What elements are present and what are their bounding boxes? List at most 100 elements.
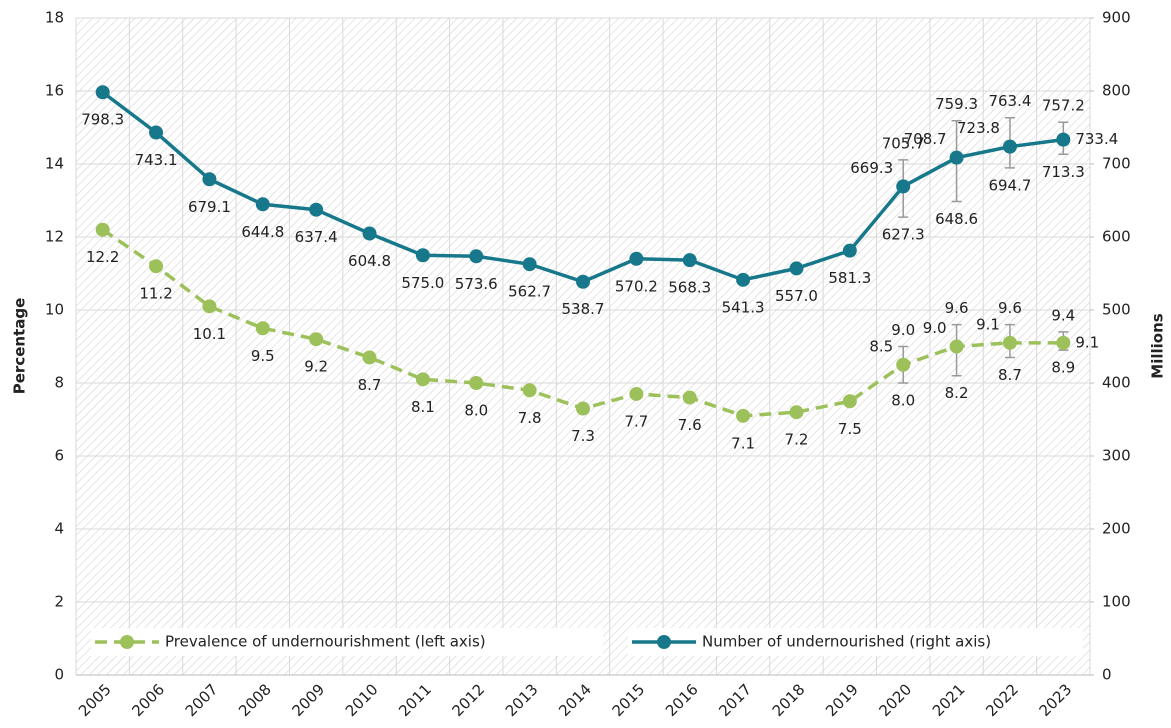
point bbox=[95, 222, 110, 237]
data-label: 9.1 bbox=[1075, 333, 1099, 351]
x-tick-label: 2017 bbox=[715, 680, 755, 720]
y-tick-label: 2 bbox=[54, 593, 64, 611]
data-label: 7.2 bbox=[785, 431, 809, 449]
point bbox=[576, 401, 590, 416]
data-label: 541.3 bbox=[722, 298, 765, 316]
x-tick-label: 2016 bbox=[662, 680, 702, 720]
data-label: 575.0 bbox=[401, 274, 444, 292]
y-tick-label: 0 bbox=[54, 666, 64, 684]
point bbox=[736, 272, 751, 287]
point bbox=[736, 408, 751, 423]
y2-tick-label: 800 bbox=[1102, 82, 1131, 100]
y-tick-label: 12 bbox=[45, 228, 64, 246]
data-label: 798.3 bbox=[81, 111, 124, 129]
data-label: 568.3 bbox=[668, 279, 711, 297]
x-tick-label: 2007 bbox=[182, 680, 222, 720]
x-tick-label: 2020 bbox=[875, 680, 915, 720]
point bbox=[1056, 335, 1071, 350]
upper-label: 763.4 bbox=[988, 92, 1031, 110]
y2-tick-label: 200 bbox=[1102, 520, 1131, 538]
y2-axis-label: Millions bbox=[1149, 313, 1167, 378]
point bbox=[896, 357, 911, 372]
x-tick-label: 2021 bbox=[929, 680, 969, 720]
y2-tick-label: 600 bbox=[1102, 228, 1131, 246]
y-tick-label: 6 bbox=[54, 447, 64, 465]
y-tick-label: 16 bbox=[45, 82, 64, 100]
point bbox=[522, 383, 537, 398]
point bbox=[255, 321, 270, 336]
upper-label: 9.4 bbox=[1051, 306, 1075, 324]
x-tick-label: 2009 bbox=[288, 680, 328, 720]
data-label: 743.1 bbox=[135, 151, 178, 169]
point bbox=[629, 386, 644, 401]
lower-label: 8.9 bbox=[1051, 359, 1075, 377]
point bbox=[842, 243, 857, 258]
point bbox=[789, 405, 804, 420]
point bbox=[469, 376, 484, 390]
data-label: 7.6 bbox=[678, 416, 702, 434]
legend-box bbox=[628, 628, 1083, 656]
point bbox=[682, 253, 697, 268]
point bbox=[255, 197, 270, 212]
y-tick-label: 14 bbox=[45, 155, 64, 173]
x-tick-label: 2018 bbox=[769, 680, 809, 720]
x-tick-label: 2011 bbox=[395, 680, 435, 720]
x-tick-label: 2013 bbox=[502, 680, 542, 720]
point bbox=[309, 202, 324, 217]
data-label: 7.5 bbox=[838, 420, 862, 438]
upper-label: 9.0 bbox=[891, 321, 915, 339]
data-label: 8.1 bbox=[411, 398, 435, 416]
data-label: 9.5 bbox=[251, 347, 275, 365]
point bbox=[469, 249, 484, 264]
upper-label: 759.3 bbox=[935, 95, 978, 113]
point bbox=[1056, 132, 1071, 147]
x-tick-label: 2022 bbox=[982, 680, 1022, 720]
data-label: 538.7 bbox=[562, 300, 605, 318]
x-tick-label: 2006 bbox=[128, 680, 168, 720]
point bbox=[202, 172, 217, 187]
lower-label: 8.0 bbox=[891, 392, 915, 410]
point bbox=[362, 350, 377, 365]
data-label: 7.7 bbox=[624, 412, 648, 430]
data-label: 11.2 bbox=[139, 285, 172, 303]
point bbox=[629, 251, 644, 266]
point bbox=[149, 259, 164, 274]
point bbox=[682, 390, 697, 405]
upper-label: 9.6 bbox=[945, 299, 969, 317]
lower-label: 694.7 bbox=[988, 176, 1031, 194]
data-label: 562.7 bbox=[508, 283, 551, 301]
data-label: 637.4 bbox=[295, 228, 338, 246]
point bbox=[842, 394, 857, 409]
data-label: 7.3 bbox=[571, 427, 595, 445]
y2-tick-label: 0 bbox=[1102, 666, 1112, 684]
data-label: 9.0 bbox=[923, 319, 947, 337]
x-tick-label: 2010 bbox=[342, 680, 382, 720]
data-label: 7.1 bbox=[731, 434, 755, 452]
point bbox=[362, 226, 377, 241]
point bbox=[309, 332, 324, 347]
data-label: 10.1 bbox=[193, 325, 226, 343]
x-tick-label: 2005 bbox=[75, 680, 115, 720]
y-tick-label: 4 bbox=[54, 520, 64, 538]
y2-tick-label: 100 bbox=[1102, 593, 1131, 611]
point bbox=[949, 150, 964, 165]
data-label: 8.5 bbox=[869, 337, 893, 355]
point bbox=[949, 339, 964, 354]
x-tick-label: 2023 bbox=[1036, 680, 1076, 720]
point bbox=[896, 179, 911, 194]
x-tick-label: 2019 bbox=[822, 680, 862, 720]
point bbox=[1002, 139, 1017, 154]
data-label: 557.0 bbox=[775, 287, 818, 305]
data-label: 7.8 bbox=[518, 409, 542, 427]
y2-tick-label: 300 bbox=[1102, 447, 1131, 465]
y2-tick-label: 900 bbox=[1102, 9, 1131, 27]
lower-label: 8.2 bbox=[945, 384, 969, 402]
upper-label: 705.7 bbox=[882, 134, 925, 152]
data-label: 8.7 bbox=[358, 376, 382, 394]
y2-tick-label: 700 bbox=[1102, 155, 1131, 173]
plot-area bbox=[76, 18, 1090, 675]
y-tick-label: 18 bbox=[45, 9, 64, 27]
legend-marker bbox=[657, 635, 671, 649]
legend-box bbox=[91, 628, 603, 656]
